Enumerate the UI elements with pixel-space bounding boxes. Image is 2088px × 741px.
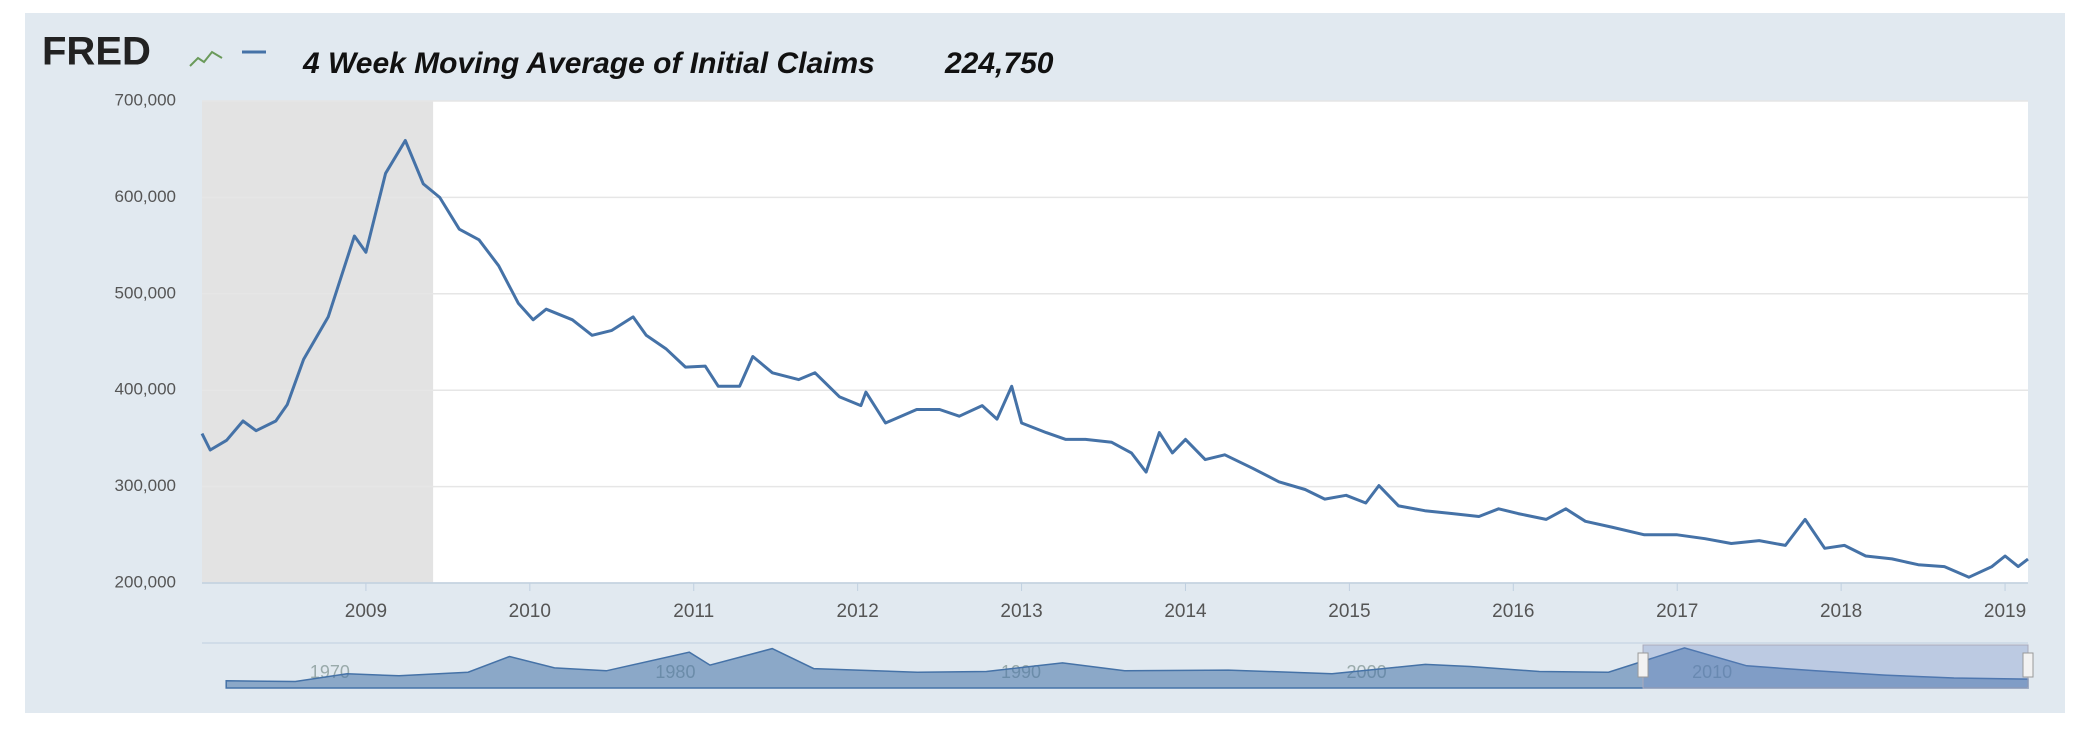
- x-tick-label: 2013: [1000, 601, 1042, 622]
- x-tick-label: 2011: [673, 601, 714, 622]
- y-tick-label: 500,000: [115, 283, 176, 302]
- navigator-area: [225, 647, 2029, 689]
- x-tick-label: 2012: [837, 601, 879, 622]
- x-tick-label: 2015: [1328, 601, 1370, 622]
- navigator-selection: [1642, 644, 2029, 689]
- x-tick-label: 2018: [1820, 601, 1862, 622]
- y-tick-label: 300,000: [115, 476, 176, 495]
- x-tick-label: 2017: [1656, 601, 1698, 622]
- y-tick-label: 200,000: [115, 572, 176, 591]
- x-tick-label: 2014: [1164, 601, 1207, 622]
- recession-shade: [202, 101, 434, 583]
- x-tick-label: 2010: [509, 601, 551, 622]
- y-tick-label: 600,000: [115, 187, 176, 206]
- y-tick-label: 400,000: [115, 380, 176, 399]
- chart-title: 4 Week Moving Average of Initial Claims: [302, 47, 875, 80]
- y-tick-label: 700,000: [115, 90, 176, 109]
- plot-area: [202, 101, 2028, 583]
- latest-value: 224,750: [944, 47, 1054, 80]
- logo: FRED: [42, 30, 151, 74]
- data-line: [200, 139, 2029, 579]
- logo-icon: [189, 50, 223, 67]
- navigator-handle[interactable]: [2022, 652, 2034, 678]
- x-tick-label: 2009: [345, 601, 387, 622]
- x-tick-label: 2016: [1492, 601, 1534, 622]
- navigator-handle[interactable]: [1637, 652, 1649, 678]
- x-tick-label: 2019: [1984, 601, 2026, 622]
